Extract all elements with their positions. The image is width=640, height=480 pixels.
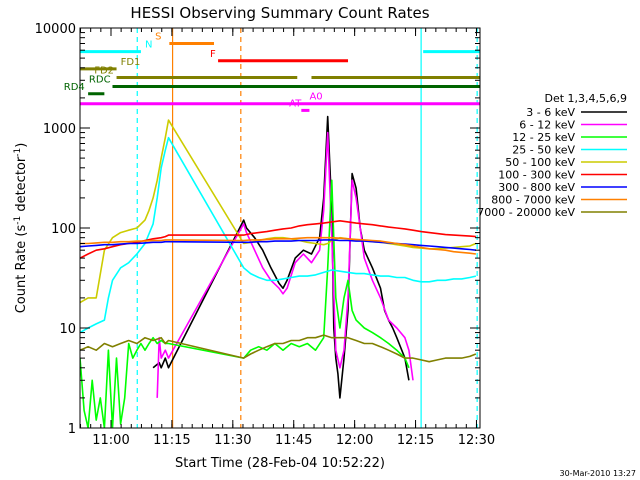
series-line-7 xyxy=(80,236,477,255)
annotation-label-3: FD1 xyxy=(121,57,141,68)
series-line-8 xyxy=(80,334,477,363)
series-line-3 xyxy=(80,136,477,334)
x-tick-label-4: 12:00 xyxy=(336,433,373,448)
x-axis-ticks: 11:00 11:15 11:30 11:45 12:00 12:15 12:30 xyxy=(80,28,495,448)
y-axis-label-sup1: -1 xyxy=(13,216,23,225)
x-axis-label: Start Time (28-Feb-04 10:52:22) xyxy=(175,456,385,471)
series-line-4 xyxy=(80,119,477,304)
x-tick-label-5: 12:15 xyxy=(397,433,434,448)
legend-label-2: 12 - 25 keV xyxy=(512,131,575,144)
y-axis-label-part1: Count Rate (s xyxy=(14,225,29,314)
y-axis-label: Count Rate (s-1 detector-1) xyxy=(13,143,29,314)
y-axis-label-group: Count Rate (s-1 detector-1) xyxy=(13,143,29,314)
legend-label-3: 25 - 50 keV xyxy=(512,144,575,157)
legend-label-8: 7000 - 20000 keV xyxy=(477,206,575,219)
legend-label-4: 50 - 100 keV xyxy=(505,156,575,169)
annotation-label-7: AT xyxy=(289,98,302,109)
y-axis-label-part2: detector xyxy=(14,156,29,216)
annotation-label-0: N xyxy=(145,40,152,51)
x-tick-label-1: 11:15 xyxy=(153,433,190,448)
y-tick-label-2: 100 xyxy=(51,222,76,237)
annotation-label-6: RD4 xyxy=(64,82,85,93)
annotation-label-2: F xyxy=(210,49,216,60)
y-axis-label-part3: ) xyxy=(14,143,29,148)
chart-title: HESSI Observing Summary Count Rates xyxy=(130,4,429,22)
x-tick-label-3: 11:45 xyxy=(275,433,312,448)
annotation-label-1: S xyxy=(155,31,161,42)
y-axis-label-sup2: -1 xyxy=(13,148,23,157)
annotation-label-4: FD2 xyxy=(94,65,114,76)
footer-date: 30-Mar-2010 13:27 xyxy=(560,469,637,478)
series-line-2 xyxy=(80,179,410,428)
annotation-label-5: RDC xyxy=(89,75,111,86)
y-tick-label-0: 1 xyxy=(68,422,76,437)
y-tick-label-4: 10000 xyxy=(35,22,76,37)
series-line-1 xyxy=(156,131,414,398)
y-tick-label-3: 1000 xyxy=(43,122,76,137)
legend-title: Det 1,3,4,5,6,9 xyxy=(544,92,627,105)
annotation-label-8: A0 xyxy=(309,92,322,103)
legend-label-5: 100 - 300 keV xyxy=(498,169,575,182)
plot-area xyxy=(80,28,480,428)
x-tick-label-6: 12:30 xyxy=(458,433,495,448)
x-tick-label-0: 11:00 xyxy=(92,433,129,448)
legend-label-0: 3 - 6 keV xyxy=(526,106,575,119)
series-line-6 xyxy=(80,239,476,251)
legend-label-1: 6 - 12 keV xyxy=(519,119,575,132)
legend-label-6: 300 - 800 keV xyxy=(498,181,575,194)
series-line-0 xyxy=(152,115,410,399)
series-line-5 xyxy=(80,220,476,259)
legend-label-7: 800 - 7000 keV xyxy=(491,194,575,207)
y-axis-ticks: 1 10 100 1000 10000 xyxy=(35,22,480,437)
y-tick-label-1: 10 xyxy=(59,322,76,337)
x-tick-label-2: 11:30 xyxy=(214,433,251,448)
